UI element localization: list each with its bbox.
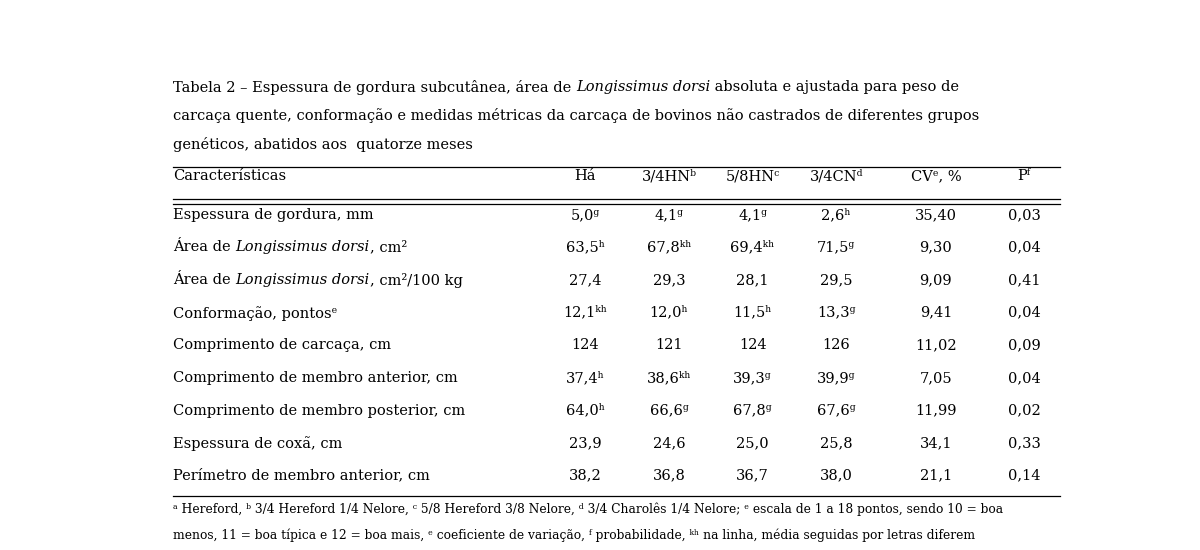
Text: 0,04: 0,04	[1008, 371, 1040, 385]
Text: 24,6: 24,6	[653, 436, 685, 450]
Text: 9,41: 9,41	[919, 306, 952, 320]
Text: 38,2: 38,2	[569, 469, 601, 483]
Text: Longissimus dorsi: Longissimus dorsi	[235, 273, 370, 287]
Text: Espessura de coxã, cm: Espessura de coxã, cm	[173, 436, 343, 451]
Text: CVᵉ, %: CVᵉ, %	[911, 169, 961, 183]
Text: Área de: Área de	[173, 240, 235, 255]
Text: 0,41: 0,41	[1008, 273, 1040, 287]
Text: , cm²/100 kg: , cm²/100 kg	[370, 273, 462, 288]
Text: 5,0ᵍ: 5,0ᵍ	[571, 208, 600, 222]
Text: 5/8HNᶜ: 5/8HNᶜ	[726, 169, 780, 183]
Text: 121: 121	[655, 338, 683, 353]
Text: 28,1: 28,1	[737, 273, 769, 287]
Text: 12,1ᵏʰ: 12,1ᵏʰ	[563, 306, 607, 320]
Text: Características: Características	[173, 169, 287, 183]
Text: 13,3ᵍ: 13,3ᵍ	[817, 306, 856, 320]
Text: 124: 124	[739, 338, 767, 353]
Text: Longissimus dorsi: Longissimus dorsi	[235, 240, 370, 255]
Text: 23,9: 23,9	[569, 436, 601, 450]
Text: Tabela 2 – Espessura de gordura subcutânea, área de: Tabela 2 – Espessura de gordura subcutân…	[173, 80, 576, 95]
Text: 38,6ᵏʰ: 38,6ᵏʰ	[647, 371, 691, 385]
Text: 36,8: 36,8	[653, 469, 685, 483]
Text: 124: 124	[571, 338, 599, 353]
Text: menos, 11 = boa típica e 12 = boa mais, ᵉ coeficiente de variação, ᶠ probabilida: menos, 11 = boa típica e 12 = boa mais, …	[173, 529, 976, 542]
Text: carcaça quente, conformação e medidas métricas da carcaça de bovinos não castrad: carcaça quente, conformação e medidas mé…	[173, 108, 979, 123]
Text: 9,30: 9,30	[919, 240, 953, 255]
Text: 63,5ʰ: 63,5ʰ	[565, 240, 605, 255]
Text: 4,1ᵍ: 4,1ᵍ	[738, 208, 767, 222]
Text: 2,6ʰ: 2,6ʰ	[822, 208, 851, 222]
Text: 126: 126	[822, 338, 851, 353]
Text: absoluta e ajustada para peso de: absoluta e ajustada para peso de	[710, 80, 959, 94]
Text: 25,0: 25,0	[737, 436, 769, 450]
Text: 67,8ᵍ: 67,8ᵍ	[733, 404, 772, 417]
Text: genéticos, abatidos aos  quatorze meses: genéticos, abatidos aos quatorze meses	[173, 137, 473, 152]
Text: 29,5: 29,5	[820, 273, 852, 287]
Text: 0,02: 0,02	[1008, 404, 1040, 417]
Text: 36,7: 36,7	[737, 469, 769, 483]
Text: 7,05: 7,05	[919, 371, 952, 385]
Text: 3/4HNᵇ: 3/4HNᵇ	[642, 169, 696, 183]
Text: Longissimus dorsi: Longissimus dorsi	[576, 80, 710, 94]
Text: Pᶠ: Pᶠ	[1018, 169, 1031, 183]
Text: 39,9ᵍ: 39,9ᵍ	[817, 371, 856, 385]
Text: 0,03: 0,03	[1008, 208, 1040, 222]
Text: ᵃ Hereford, ᵇ 3/4 Hereford 1/4 Nelore, ᶜ 5/8 Hereford 3/8 Nelore, ᵈ 3/4 Charolês: ᵃ Hereford, ᵇ 3/4 Hereford 1/4 Nelore, ᶜ…	[173, 502, 1003, 516]
Text: 11,99: 11,99	[916, 404, 956, 417]
Text: 69,4ᵏʰ: 69,4ᵏʰ	[731, 240, 775, 255]
Text: 21,1: 21,1	[919, 469, 952, 483]
Text: Conformação, pontosᵉ: Conformação, pontosᵉ	[173, 306, 337, 321]
Text: 11,5ʰ: 11,5ʰ	[733, 306, 772, 320]
Text: 25,8: 25,8	[820, 436, 853, 450]
Text: Espessura de gordura, mm: Espessura de gordura, mm	[173, 208, 374, 222]
Text: 0,04: 0,04	[1008, 306, 1040, 320]
Text: 34,1: 34,1	[919, 436, 952, 450]
Text: 4,1ᵍ: 4,1ᵍ	[654, 208, 684, 222]
Text: 9,09: 9,09	[919, 273, 952, 287]
Text: Comprimento de carcaça, cm: Comprimento de carcaça, cm	[173, 338, 391, 353]
Text: 66,6ᵍ: 66,6ᵍ	[649, 404, 689, 417]
Text: 71,5ᵍ: 71,5ᵍ	[817, 240, 856, 255]
Text: , cm²: , cm²	[370, 240, 407, 255]
Text: Área de: Área de	[173, 273, 235, 287]
Text: Comprimento de membro anterior, cm: Comprimento de membro anterior, cm	[173, 371, 458, 385]
Text: Há: Há	[575, 169, 596, 183]
Text: Perímetro de membro anterior, cm: Perímetro de membro anterior, cm	[173, 469, 430, 483]
Text: 67,6ᵍ: 67,6ᵍ	[817, 404, 856, 417]
Text: 12,0ʰ: 12,0ʰ	[649, 306, 689, 320]
Text: 27,4: 27,4	[569, 273, 601, 287]
Text: 39,3ᵍ: 39,3ᵍ	[733, 371, 772, 385]
Text: Comprimento de membro posterior, cm: Comprimento de membro posterior, cm	[173, 404, 466, 417]
Text: 0,14: 0,14	[1008, 469, 1040, 483]
Text: 29,3: 29,3	[653, 273, 685, 287]
Text: 38,0: 38,0	[820, 469, 853, 483]
Text: 64,0ʰ: 64,0ʰ	[565, 404, 605, 417]
Text: 0,09: 0,09	[1008, 338, 1040, 353]
Text: 37,4ʰ: 37,4ʰ	[565, 371, 605, 385]
Text: 0,04: 0,04	[1008, 240, 1040, 255]
Text: 3/4CNᵈ: 3/4CNᵈ	[810, 169, 863, 183]
Text: 11,02: 11,02	[916, 338, 956, 353]
Text: 35,40: 35,40	[914, 208, 956, 222]
Text: 0,33: 0,33	[1008, 436, 1040, 450]
Text: 67,8ᵏʰ: 67,8ᵏʰ	[647, 240, 691, 255]
